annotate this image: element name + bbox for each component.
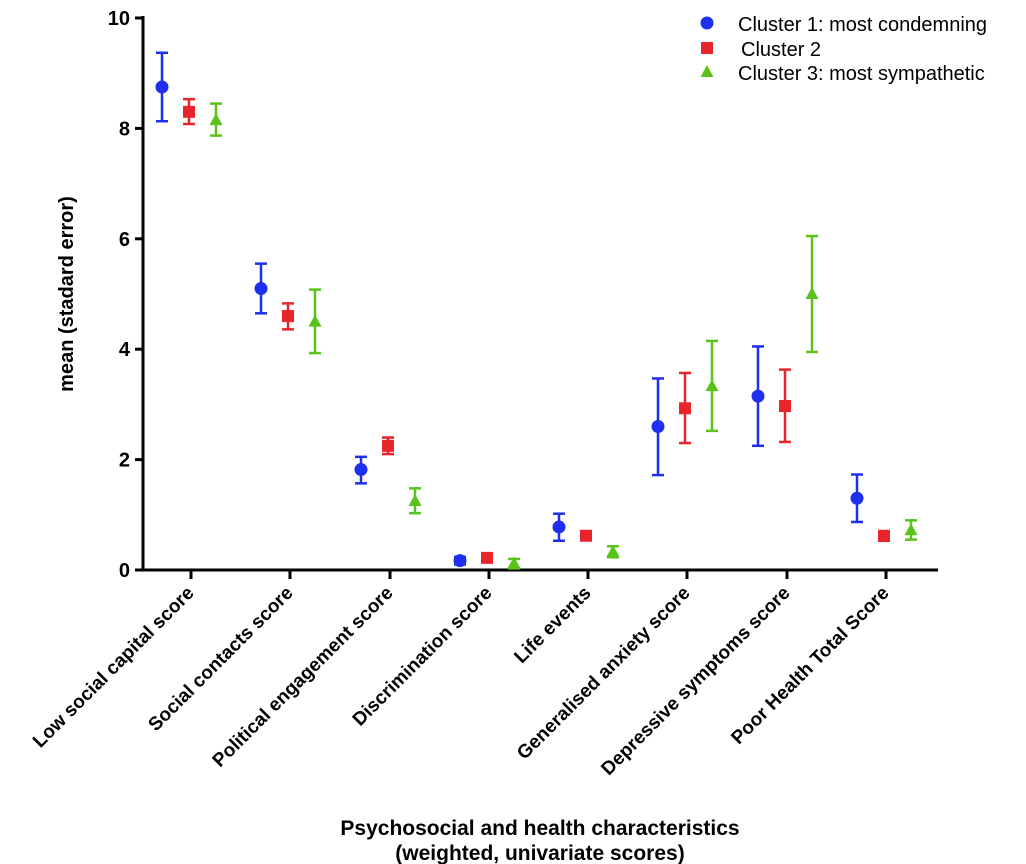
x-category-label: Low social capital score	[29, 583, 198, 752]
y-tick-label: 4	[119, 339, 131, 361]
x-category-label: Life events	[510, 583, 595, 668]
legend-marker	[700, 65, 714, 77]
data-point	[507, 556, 521, 569]
series-2	[183, 97, 890, 564]
legend-marker	[700, 16, 714, 30]
data-point	[254, 281, 268, 295]
data-point	[308, 314, 322, 327]
x-category-label: Political engagement score	[209, 583, 398, 772]
data-point	[408, 494, 422, 506]
data-point	[751, 389, 765, 403]
data-point	[453, 554, 467, 568]
data-point	[481, 551, 493, 564]
data-point	[606, 544, 620, 557]
data-point	[651, 419, 665, 433]
series-1	[155, 51, 864, 568]
data-point	[382, 439, 394, 452]
y-axis-title: mean (stadard error)	[56, 196, 78, 392]
data-point	[850, 491, 864, 505]
y-tick-label: 10	[108, 8, 130, 30]
x-category-label: Poor Health Total Score	[727, 583, 893, 749]
y-tick-label: 8	[119, 118, 130, 140]
data-point	[282, 310, 294, 323]
x-axis-title-line-2: (weighted, univariate scores)	[395, 842, 684, 864]
legend-entry: Cluster 1: most condemning	[738, 14, 987, 36]
series-3	[209, 102, 918, 570]
data-point	[904, 523, 918, 536]
data-point	[354, 463, 368, 477]
x-category-label: Depressive symptoms score	[597, 583, 794, 780]
data-point	[679, 402, 691, 415]
legend: Cluster 1: most condemning Cluster 2Clust…	[700, 14, 987, 85]
y-tick-label: 2	[119, 450, 130, 472]
data-point	[805, 287, 819, 299]
data-point	[183, 105, 195, 118]
data-point	[580, 529, 592, 542]
data-point	[155, 80, 169, 94]
legend-entry: Cluster 2	[741, 39, 821, 61]
x-axis-title: Psychosocial and health characteristics	[340, 817, 739, 840]
legend-entry: Cluster 3: most sympathetic	[738, 63, 985, 85]
data-point	[705, 379, 719, 392]
data-point	[878, 529, 890, 542]
data-point	[209, 113, 223, 126]
y-tick-label: 6	[119, 229, 130, 251]
y-tick-label: 0	[119, 560, 130, 582]
data-point	[779, 400, 791, 413]
legend-marker	[701, 42, 713, 54]
x-category-label: Generalised anxiety score	[513, 583, 694, 764]
data-point	[552, 520, 566, 534]
